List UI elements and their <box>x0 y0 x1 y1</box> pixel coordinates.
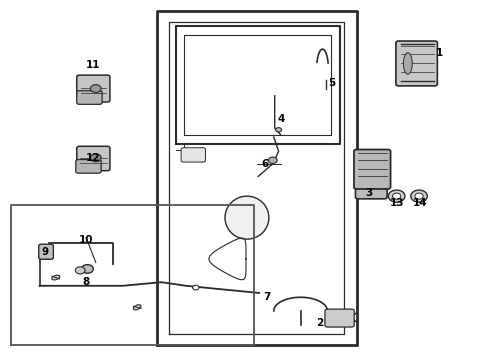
FancyBboxPatch shape <box>353 149 390 189</box>
FancyBboxPatch shape <box>181 148 205 162</box>
FancyBboxPatch shape <box>76 159 101 173</box>
Text: 6: 6 <box>261 159 268 169</box>
Text: 9: 9 <box>42 247 49 257</box>
Text: 2: 2 <box>316 319 323 328</box>
FancyBboxPatch shape <box>395 41 436 86</box>
Ellipse shape <box>361 173 370 180</box>
Ellipse shape <box>90 85 101 93</box>
Ellipse shape <box>52 275 60 280</box>
FancyBboxPatch shape <box>77 146 110 171</box>
FancyBboxPatch shape <box>77 91 102 104</box>
Ellipse shape <box>133 305 141 310</box>
Ellipse shape <box>410 190 427 202</box>
Ellipse shape <box>90 154 101 162</box>
FancyBboxPatch shape <box>77 75 110 102</box>
Text: 10: 10 <box>79 235 93 245</box>
Text: 1: 1 <box>435 48 442 58</box>
Ellipse shape <box>75 267 85 274</box>
Text: 14: 14 <box>412 198 427 208</box>
Ellipse shape <box>268 157 277 163</box>
Ellipse shape <box>224 196 268 239</box>
FancyBboxPatch shape <box>39 244 53 259</box>
Text: 7: 7 <box>262 292 269 302</box>
Text: 12: 12 <box>86 153 101 163</box>
Ellipse shape <box>392 193 400 199</box>
Text: 8: 8 <box>82 277 89 287</box>
Ellipse shape <box>387 190 404 202</box>
Text: 5: 5 <box>328 78 335 88</box>
Ellipse shape <box>403 53 411 74</box>
Ellipse shape <box>192 285 199 290</box>
Text: 4: 4 <box>277 114 284 124</box>
Ellipse shape <box>414 193 422 199</box>
FancyBboxPatch shape <box>325 309 353 327</box>
Ellipse shape <box>275 128 281 132</box>
Text: 3: 3 <box>365 188 372 198</box>
FancyBboxPatch shape <box>355 161 386 199</box>
Text: 13: 13 <box>388 198 403 208</box>
Text: 11: 11 <box>86 60 101 70</box>
Ellipse shape <box>81 265 93 273</box>
